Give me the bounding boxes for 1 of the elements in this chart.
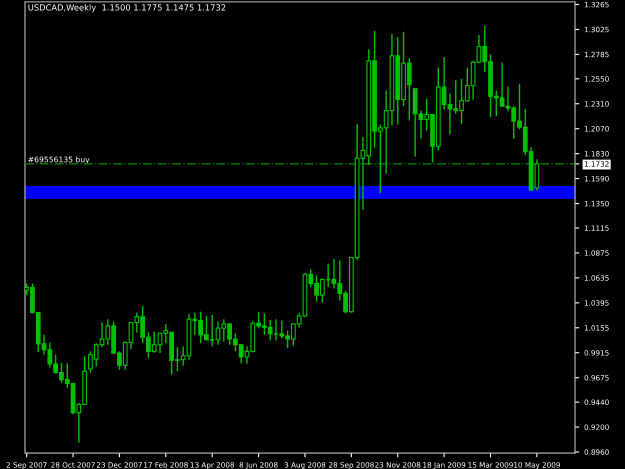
- chart-title: USDCAD,Weekly 1.1500 1.1775 1.1475 1.1732: [28, 4, 226, 12]
